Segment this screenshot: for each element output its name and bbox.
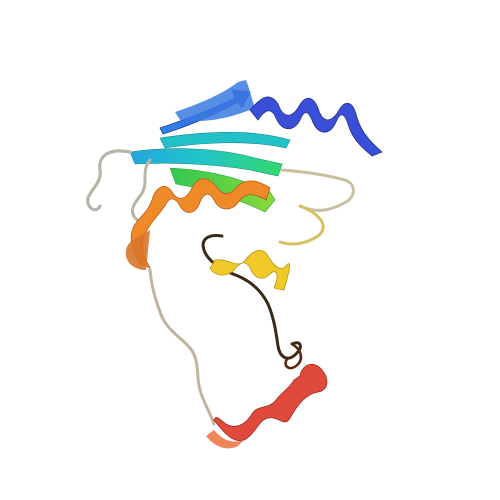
coil-dark-center xyxy=(201,234,302,360)
helix-red xyxy=(206,363,328,449)
coil-long-left xyxy=(148,268,216,426)
coil-loop-left-2 xyxy=(131,158,152,224)
beta-strand-4 xyxy=(129,148,283,177)
coil-loop-left xyxy=(86,149,132,212)
helix-yellow xyxy=(209,249,290,291)
helix-blue xyxy=(249,96,383,157)
coil-knot-right xyxy=(284,342,303,370)
coil-loop-right xyxy=(280,168,355,212)
helix-orange xyxy=(125,178,271,270)
coil-loop-right-2 xyxy=(278,204,325,246)
beta-strand-2 xyxy=(175,80,255,122)
beta-strand-3 xyxy=(159,131,291,149)
